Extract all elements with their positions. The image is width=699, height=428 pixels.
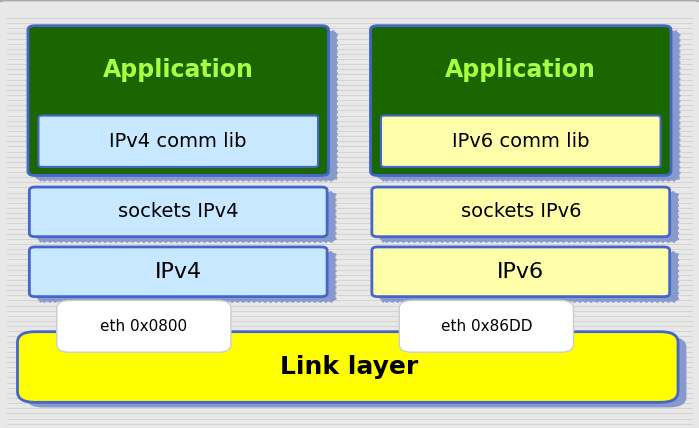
Text: eth 0x86DD: eth 0x86DD <box>440 319 532 334</box>
Text: IPv4: IPv4 <box>154 262 202 282</box>
FancyBboxPatch shape <box>370 26 671 175</box>
FancyBboxPatch shape <box>380 252 678 302</box>
FancyBboxPatch shape <box>17 332 678 402</box>
FancyBboxPatch shape <box>372 187 670 237</box>
FancyBboxPatch shape <box>380 192 678 242</box>
Text: Application: Application <box>103 57 254 82</box>
FancyBboxPatch shape <box>38 252 336 302</box>
FancyBboxPatch shape <box>35 30 322 109</box>
FancyBboxPatch shape <box>29 247 327 297</box>
FancyBboxPatch shape <box>38 192 336 242</box>
FancyBboxPatch shape <box>381 116 661 167</box>
Text: IPv6 comm lib: IPv6 comm lib <box>452 132 589 151</box>
Text: IPv6: IPv6 <box>497 262 545 282</box>
FancyBboxPatch shape <box>28 26 329 175</box>
Text: Application: Application <box>445 57 596 82</box>
FancyBboxPatch shape <box>399 300 573 352</box>
Text: sockets IPv6: sockets IPv6 <box>461 202 581 221</box>
FancyBboxPatch shape <box>377 30 664 109</box>
FancyBboxPatch shape <box>372 247 670 297</box>
Text: IPv4 comm lib: IPv4 comm lib <box>110 132 247 151</box>
FancyBboxPatch shape <box>29 187 327 237</box>
FancyBboxPatch shape <box>38 116 318 167</box>
FancyBboxPatch shape <box>57 300 231 352</box>
FancyBboxPatch shape <box>379 31 679 181</box>
Text: Link layer: Link layer <box>280 355 419 379</box>
Text: eth 0x0800: eth 0x0800 <box>100 319 187 334</box>
FancyBboxPatch shape <box>36 31 337 181</box>
Text: sockets IPv4: sockets IPv4 <box>118 202 238 221</box>
FancyBboxPatch shape <box>26 337 686 407</box>
